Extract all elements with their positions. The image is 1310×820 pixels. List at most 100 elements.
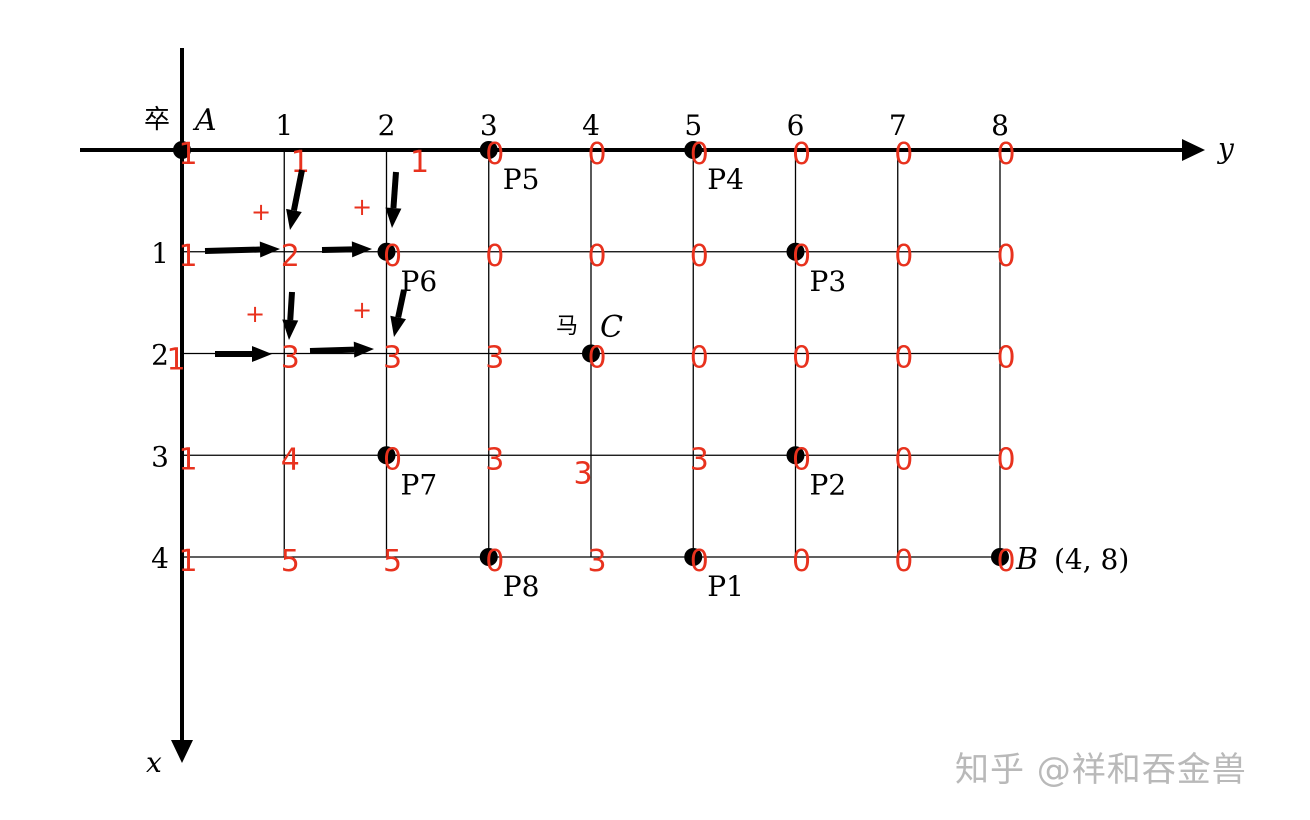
x-tick-label: 2 — [151, 339, 169, 372]
point-p2 — [786, 446, 805, 465]
x-tick-label: 1 — [151, 237, 169, 270]
path-count: 3 — [485, 442, 504, 477]
point-label-p6: P6 — [401, 265, 438, 298]
y-tick-label: 2 — [378, 109, 396, 142]
path-count: 0 — [894, 239, 913, 274]
y-tick-label: 4 — [582, 109, 600, 142]
arrow-shaft — [287, 291, 295, 321]
pawn-char: 卒 — [144, 105, 170, 135]
arrow-head-icon — [252, 346, 272, 362]
path-count: 1 — [166, 343, 185, 378]
arrow-head-icon — [353, 341, 374, 358]
path-count: 0 — [792, 341, 811, 376]
path-count: 3 — [690, 442, 709, 477]
arrow-shaft — [204, 246, 261, 254]
path-count: 0 — [894, 442, 913, 477]
path-count: 0 — [587, 341, 606, 376]
point-label-p7: P7 — [401, 468, 438, 501]
arrow-head-icon — [259, 241, 280, 258]
y-tick-label: 5 — [684, 109, 702, 142]
path-count: 0 — [996, 341, 1015, 376]
y-tick-label: 3 — [480, 109, 498, 142]
path-count: 1 — [178, 442, 197, 477]
point-label-p1: P1 — [707, 570, 744, 603]
point-p5 — [479, 141, 498, 159]
path-count: 3 — [383, 341, 402, 376]
path-count: 0 — [383, 442, 402, 477]
path-count: 1 — [410, 145, 429, 180]
path-count: 0 — [894, 341, 913, 376]
path-count: 0 — [485, 544, 504, 579]
path-count: 0 — [587, 239, 606, 274]
path-count: 3 — [573, 456, 592, 491]
y-tick-label: 8 — [991, 109, 1009, 142]
x-tick-label: 4 — [151, 542, 169, 575]
y-axis-label: y — [1216, 132, 1235, 165]
path-count: 0 — [894, 544, 913, 579]
path-count: 0 — [792, 137, 811, 172]
point-p6 — [377, 242, 396, 261]
arrow-shaft — [321, 246, 353, 253]
plus-sign: + — [245, 300, 265, 328]
path-count: 0 — [690, 341, 709, 376]
arrow-head-icon — [282, 319, 299, 340]
path-count: 0 — [996, 544, 1015, 579]
point-a — [173, 141, 191, 159]
x-axis-arrow-icon — [171, 740, 193, 763]
point-coord-b: (4, 8) — [1054, 543, 1129, 576]
path-count: 0 — [485, 239, 504, 274]
horse-char: 马 — [556, 314, 578, 339]
point-p3 — [786, 242, 805, 261]
x-axis-label: x — [146, 746, 162, 779]
arrow-head-icon — [351, 241, 372, 258]
point-label-p5: P5 — [503, 163, 540, 196]
plus-sign: + — [352, 193, 372, 221]
path-count: 2 — [281, 239, 300, 274]
arrow-shaft — [395, 289, 407, 319]
path-count: 5 — [281, 544, 300, 579]
point-p8 — [479, 548, 498, 566]
path-count: 0 — [587, 137, 606, 172]
y-tick-label: 6 — [787, 109, 805, 142]
path-count: 5 — [383, 544, 402, 579]
point-p7 — [377, 446, 396, 465]
x-tick-label: 3 — [151, 440, 169, 473]
y-axis-arrow-icon — [1182, 139, 1205, 161]
path-count: 0 — [996, 442, 1015, 477]
point-label-p4: P4 — [707, 163, 744, 196]
arrow-shaft — [309, 346, 355, 354]
plus-sign: + — [352, 296, 372, 324]
path-count: 0 — [383, 239, 402, 274]
point-label-b: B — [1015, 542, 1038, 577]
path-count: 0 — [485, 137, 504, 172]
point-label-a: A — [192, 103, 217, 138]
path-count: 1 — [178, 239, 197, 274]
path-count: 1 — [291, 145, 310, 180]
point-p4 — [684, 141, 703, 159]
path-count: 0 — [996, 137, 1015, 172]
arrow-shaft — [290, 169, 305, 211]
point-label-c: C — [600, 310, 623, 345]
point-p1 — [684, 548, 703, 566]
point-label-p8: P8 — [503, 570, 540, 603]
arrow-head-icon — [390, 315, 406, 337]
plus-sign: + — [251, 198, 271, 226]
path-count: 1 — [178, 137, 197, 172]
arrow-head-icon — [286, 208, 302, 230]
path-count: 3 — [587, 544, 606, 579]
arrow-head-icon — [385, 207, 402, 228]
path-count: 3 — [485, 341, 504, 376]
path-count: 0 — [690, 239, 709, 274]
path-count: 1 — [178, 544, 197, 579]
path-count: 0 — [792, 239, 811, 274]
path-count: 0 — [792, 442, 811, 477]
path-count: 0 — [690, 137, 709, 172]
path-count: 0 — [894, 137, 913, 172]
path-count: 4 — [281, 442, 300, 477]
path-count: 0 — [792, 544, 811, 579]
path-count: 0 — [996, 239, 1015, 274]
arrow-shaft — [390, 171, 399, 209]
y-tick-label: 7 — [889, 109, 907, 142]
